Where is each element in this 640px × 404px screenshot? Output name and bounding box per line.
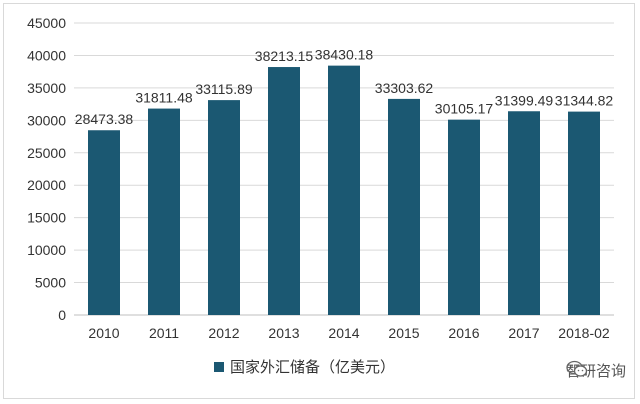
bar [268,67,300,315]
x-tick-label: 2013 [268,325,299,341]
bar [88,130,120,315]
bar [208,100,240,315]
x-tick-label: 2010 [88,325,119,341]
data-label: 31399.49 [495,92,554,108]
data-label: 30105.17 [435,101,494,117]
bar [388,98,420,315]
x-tick-label: 2014 [328,325,359,341]
x-tick-label: 2015 [388,325,419,341]
bar [568,111,600,315]
x-tick-label: 2017 [508,325,539,341]
y-tick-label: 0 [58,307,66,323]
watermark: 智研咨询 [566,360,626,381]
y-tick-label: 5000 [35,275,66,291]
x-tick-label: 2018-02 [558,325,610,341]
data-label: 28473.38 [75,111,134,127]
y-tick-label: 30000 [27,112,66,128]
y-tick-label: 20000 [27,177,66,193]
y-tick-label: 35000 [27,80,66,96]
bar [148,108,180,315]
y-tick-label: 40000 [27,47,66,63]
bar [508,111,540,315]
data-label: 38213.15 [255,48,314,64]
y-tick-label: 25000 [27,145,66,161]
y-tick-label: 15000 [27,210,66,226]
bar [448,119,480,315]
data-label: 33303.62 [375,80,434,96]
data-label: 31811.48 [135,90,193,106]
legend-swatch [214,361,224,372]
data-label: 38430.18 [315,47,374,63]
x-tick-label: 2011 [149,325,179,341]
bar [328,65,360,315]
x-tick-label: 2012 [208,325,239,341]
data-label: 31344.82 [555,93,614,109]
x-tick-label: 2016 [448,325,479,341]
legend: 国家外汇储备（亿美元） [214,356,395,377]
legend-label: 国家外汇储备（亿美元） [230,359,396,376]
wechat-icon [566,360,588,377]
y-tick-label: 10000 [27,242,66,258]
data-label: 33115.89 [195,81,253,97]
y-tick-label: 45000 [27,15,66,31]
